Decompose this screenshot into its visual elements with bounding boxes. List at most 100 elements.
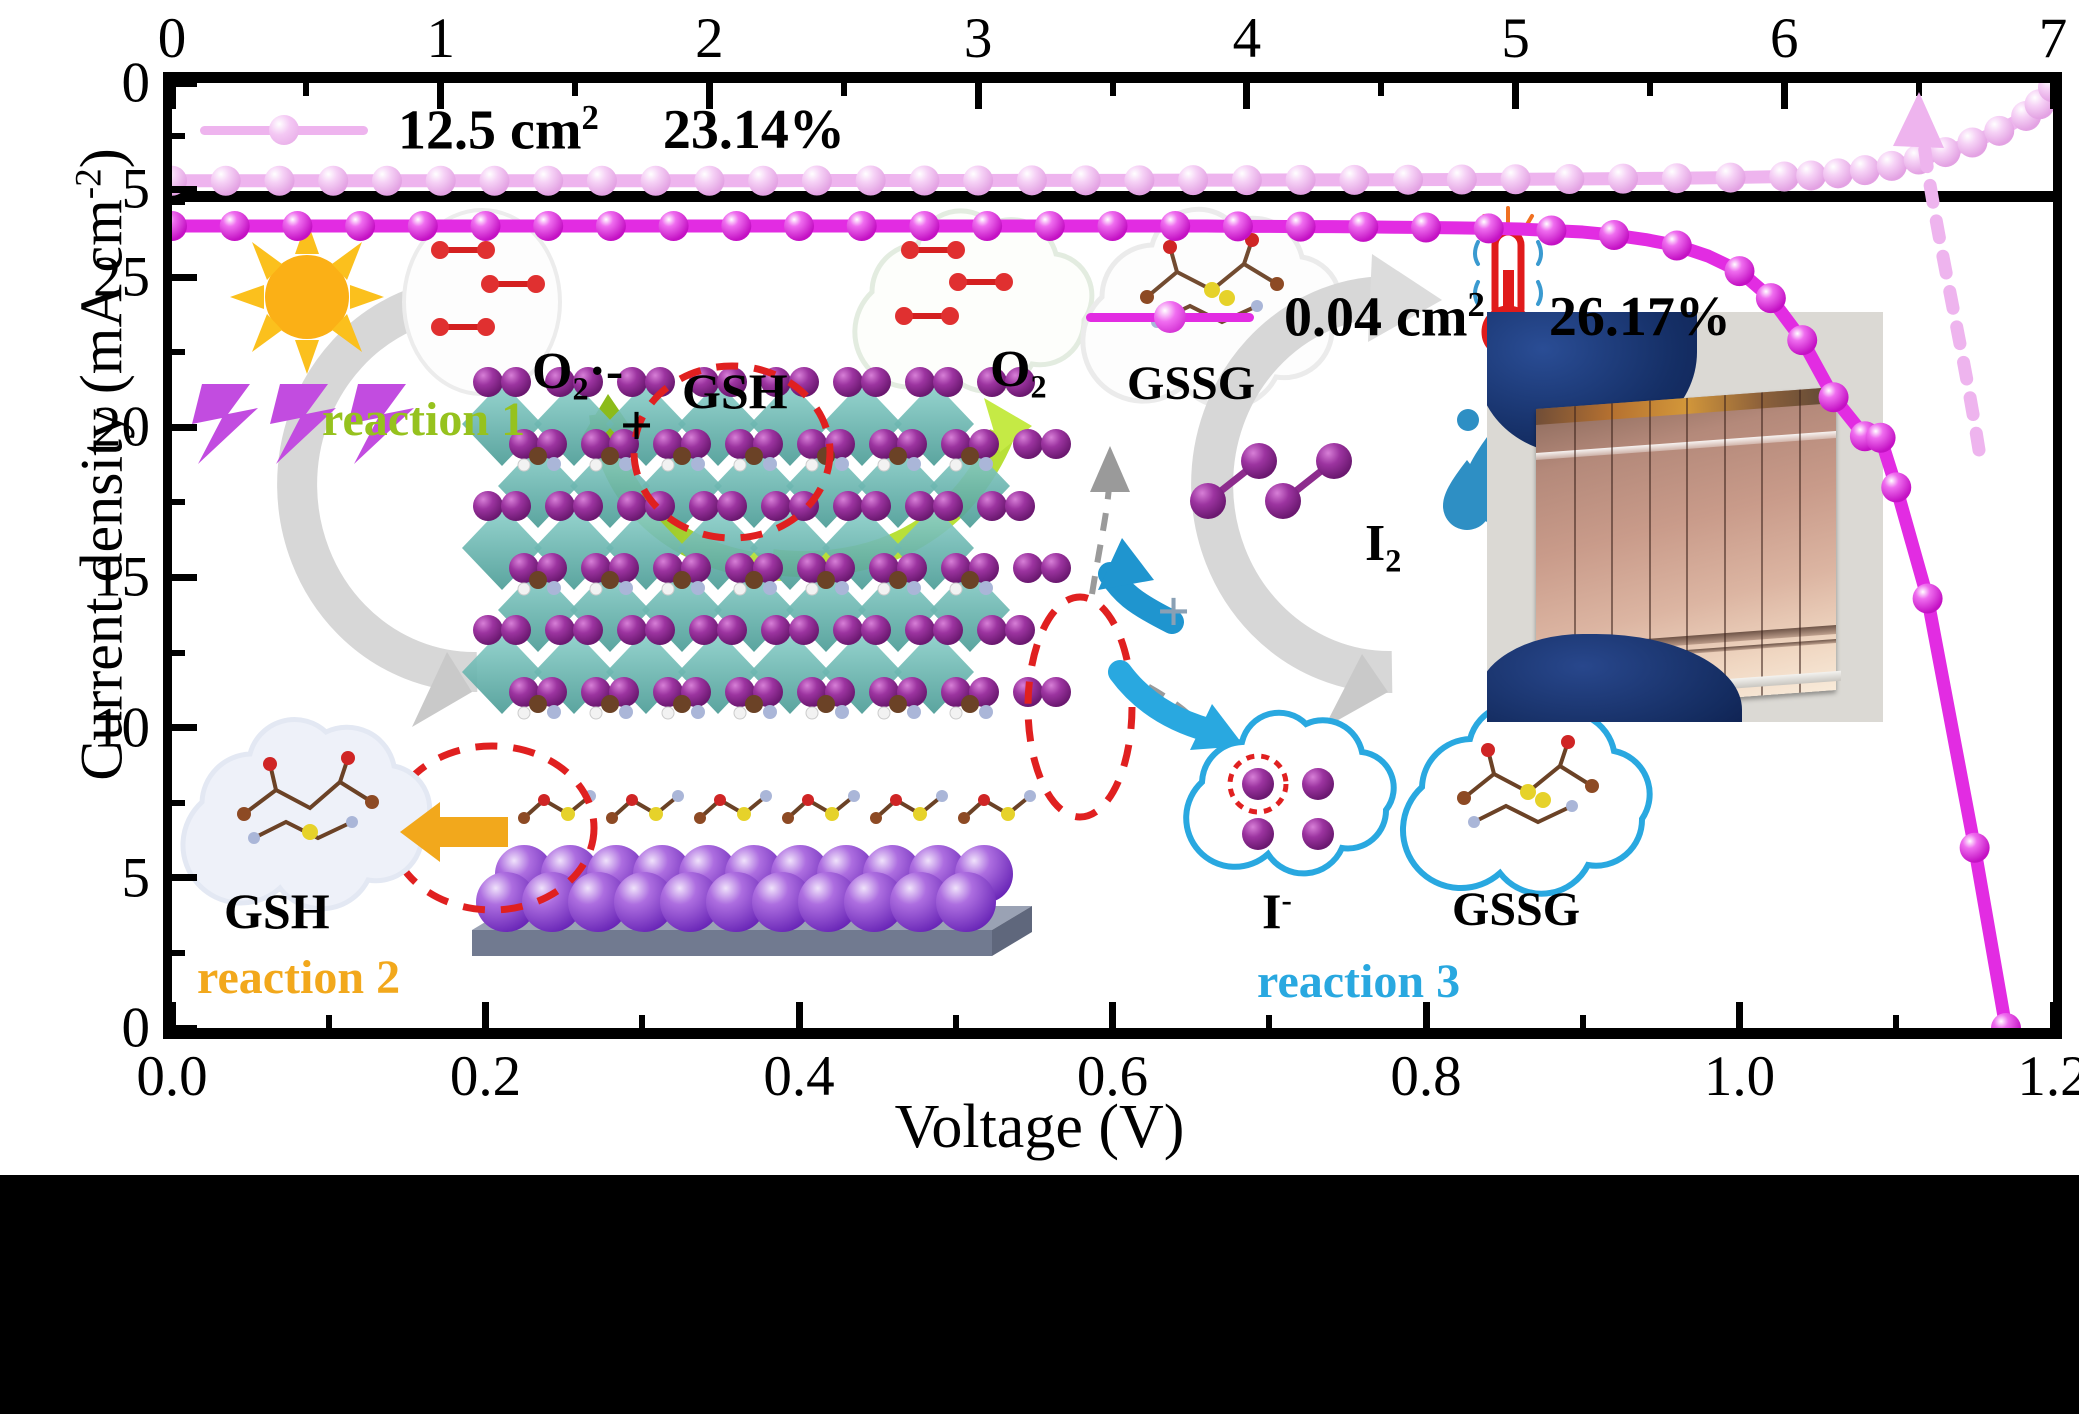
plus-sign-reaction3: + xyxy=(1157,579,1191,644)
module-data-point xyxy=(1715,162,1746,193)
reaction1-label: reaction 1 xyxy=(322,393,526,446)
iodide-ion xyxy=(573,367,603,397)
module-data-point xyxy=(1016,165,1047,196)
module-data-point xyxy=(1446,164,1477,195)
nitrogen-atom xyxy=(979,581,993,595)
reaction-mechanism-schematic xyxy=(180,206,1653,956)
iodide-ion xyxy=(717,367,747,397)
iodide-ion xyxy=(1041,429,1071,459)
iodide-ion xyxy=(501,367,531,397)
module-data-point xyxy=(694,165,725,196)
x-axis-label: Voltage (V) xyxy=(894,1093,1185,1161)
gsh-molecule xyxy=(958,790,1036,824)
cell-data-point xyxy=(1865,422,1896,453)
top-axis-tick-major xyxy=(974,83,982,109)
module-jv-curve-svg xyxy=(172,83,2053,196)
hydrogen-atom xyxy=(805,582,819,596)
legend-module[interactable]: 12.5 cm2 23.14% xyxy=(200,98,845,163)
cell-data-point xyxy=(595,211,626,242)
bottom-axis-tick-major xyxy=(1736,1002,1743,1028)
lead-atom xyxy=(614,872,674,932)
iodide-ion xyxy=(689,615,719,645)
cell-data-point xyxy=(1160,211,1191,242)
module-data-point xyxy=(748,165,779,196)
carbon-atom xyxy=(673,571,691,589)
top-panel-frame xyxy=(163,72,2062,202)
module-data-point xyxy=(1661,163,1692,194)
top-panel-y-tick xyxy=(172,185,197,193)
main-panel-y-tick-label: 20 xyxy=(93,395,150,459)
iodide-ion xyxy=(861,367,891,397)
lead-atom xyxy=(752,872,812,932)
module-data-point xyxy=(1903,144,1934,175)
hydrogen-atom xyxy=(733,706,747,720)
iodide-ion xyxy=(761,615,791,645)
hydrogen-atom xyxy=(949,706,963,720)
main-panel-y-tick-minor xyxy=(172,649,185,656)
iodide-ion xyxy=(833,367,863,397)
iodide-ion xyxy=(717,491,747,521)
top-axis-tick-label: 6 xyxy=(1770,7,1799,70)
hydrogen-atom xyxy=(949,582,963,596)
iodide-label: I- xyxy=(1262,882,1292,939)
top-panel-y-tick-label: 0 xyxy=(121,51,151,115)
module-data-point xyxy=(1124,165,1155,196)
cell-data-point xyxy=(1755,283,1786,314)
legend-cell-area: 0.04 cm2 xyxy=(1284,285,1485,349)
iodide-ion xyxy=(1041,677,1071,707)
nitrogen-atom xyxy=(547,581,561,595)
lightning-bolt-icon xyxy=(192,384,414,464)
nitrogen-atom xyxy=(763,457,777,471)
superoxide-bubble xyxy=(402,208,562,396)
gsh-label-top: GSH xyxy=(682,363,788,419)
carbon-atom xyxy=(529,447,547,465)
bottom-axis-tick-major xyxy=(1109,1002,1116,1028)
nitrogen-atom xyxy=(907,457,921,471)
carbon-atom xyxy=(817,571,835,589)
main-panel-y-tick-label: 15 xyxy=(93,545,150,609)
module-data-point xyxy=(2038,83,2053,103)
carbon-atom xyxy=(889,695,907,713)
cell-data-point xyxy=(1959,832,1990,863)
carbon-atom xyxy=(961,695,979,713)
main-panel-plot-area: O2·- + GSH O2 GSSG reaction 1 I2 + I- GS… xyxy=(172,202,2053,1028)
module-data-point xyxy=(1957,127,1988,158)
top-axis-tick-minor xyxy=(303,83,310,96)
iodine-molecule xyxy=(1190,443,1352,519)
iodide-ion xyxy=(977,615,1007,645)
iodide-ion xyxy=(933,367,963,397)
iodide-ion xyxy=(717,615,747,645)
bottom-axis-tick-label: 1.0 xyxy=(1703,1045,1776,1108)
main-panel-y-tick-minor xyxy=(172,949,185,956)
iodide-ion xyxy=(501,491,531,521)
top-axis-tick-minor xyxy=(840,83,847,96)
module-data-point xyxy=(318,165,349,196)
top-axis-tick-minor xyxy=(1378,83,1385,96)
lead-atom xyxy=(706,872,766,932)
hydrogen-atom xyxy=(733,458,747,472)
main-panel-y-tick xyxy=(172,273,197,281)
oxygen-cloud xyxy=(852,208,1095,394)
cell-data-point xyxy=(721,211,752,242)
carbon-atom xyxy=(529,695,547,713)
carbon-atom xyxy=(673,447,691,465)
module-data-point xyxy=(479,165,510,196)
cell-data-point xyxy=(1285,211,1316,242)
hydrogen-atom xyxy=(877,458,891,472)
main-panel-y-tick-label: 25 xyxy=(93,245,150,309)
cell-data-point xyxy=(1473,213,1504,244)
module-data-point xyxy=(210,165,241,196)
module-data-point xyxy=(425,165,456,196)
module-data-point xyxy=(1796,160,1827,191)
reaction3-label: reaction 3 xyxy=(1257,955,1461,1008)
iodide-ion xyxy=(473,615,503,645)
iodide-ion xyxy=(1041,553,1071,583)
nitrogen-atom xyxy=(691,581,705,595)
legend-cell[interactable]: 0.04 cm2 26.17% xyxy=(1086,285,1731,350)
nitrogen-atom xyxy=(835,581,849,595)
nitrogen-atom xyxy=(979,457,993,471)
top-panel-y-tick xyxy=(172,79,197,87)
hydrogen-atom xyxy=(589,582,603,596)
nitrogen-atom xyxy=(547,705,561,719)
lead-atom xyxy=(798,872,858,932)
